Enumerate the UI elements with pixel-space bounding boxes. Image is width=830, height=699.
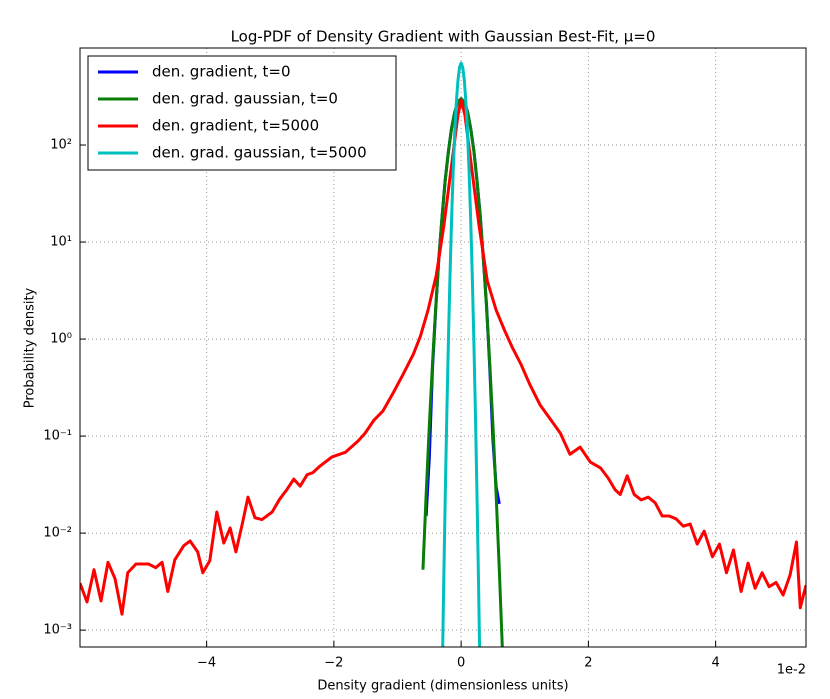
legend-label: den. gradient, t=0 bbox=[152, 63, 291, 81]
x-offset-label: 1e-2 bbox=[777, 663, 806, 678]
y-axis-label: Probability density bbox=[23, 287, 38, 408]
legend-label: den. grad. gaussian, t=5000 bbox=[152, 144, 367, 162]
x-tick-label: 4 bbox=[712, 656, 720, 671]
y-tick-label: 10² bbox=[50, 138, 72, 153]
legend-label: den. grad. gaussian, t=0 bbox=[152, 90, 338, 108]
y-tick-label: 10⁻¹ bbox=[43, 429, 72, 444]
x-tick-label: −2 bbox=[324, 656, 343, 671]
series-line bbox=[441, 61, 482, 647]
x-tick-label: −4 bbox=[197, 656, 216, 671]
plot-lines bbox=[80, 61, 806, 647]
y-tick-label: 10¹ bbox=[50, 235, 72, 250]
x-tick-label: 0 bbox=[457, 656, 465, 671]
chart-title: Log-PDF of Density Gradient with Gaussia… bbox=[231, 28, 656, 46]
y-tick-label: 10⁻³ bbox=[43, 623, 72, 638]
x-tick-label: 2 bbox=[584, 656, 592, 671]
legend-label: den. gradient, t=5000 bbox=[152, 117, 319, 135]
series-line bbox=[421, 97, 504, 647]
legend: den. gradient, t=0 den. grad. gaussian, t… bbox=[87, 55, 397, 171]
y-tick-label: 10⁰ bbox=[50, 332, 72, 347]
x-axis-label: Density gradient (dimensionless units) bbox=[317, 679, 568, 694]
legend-box bbox=[87, 55, 397, 171]
plot-frame bbox=[79, 47, 807, 648]
y-tick-label: 10⁻² bbox=[43, 526, 72, 541]
